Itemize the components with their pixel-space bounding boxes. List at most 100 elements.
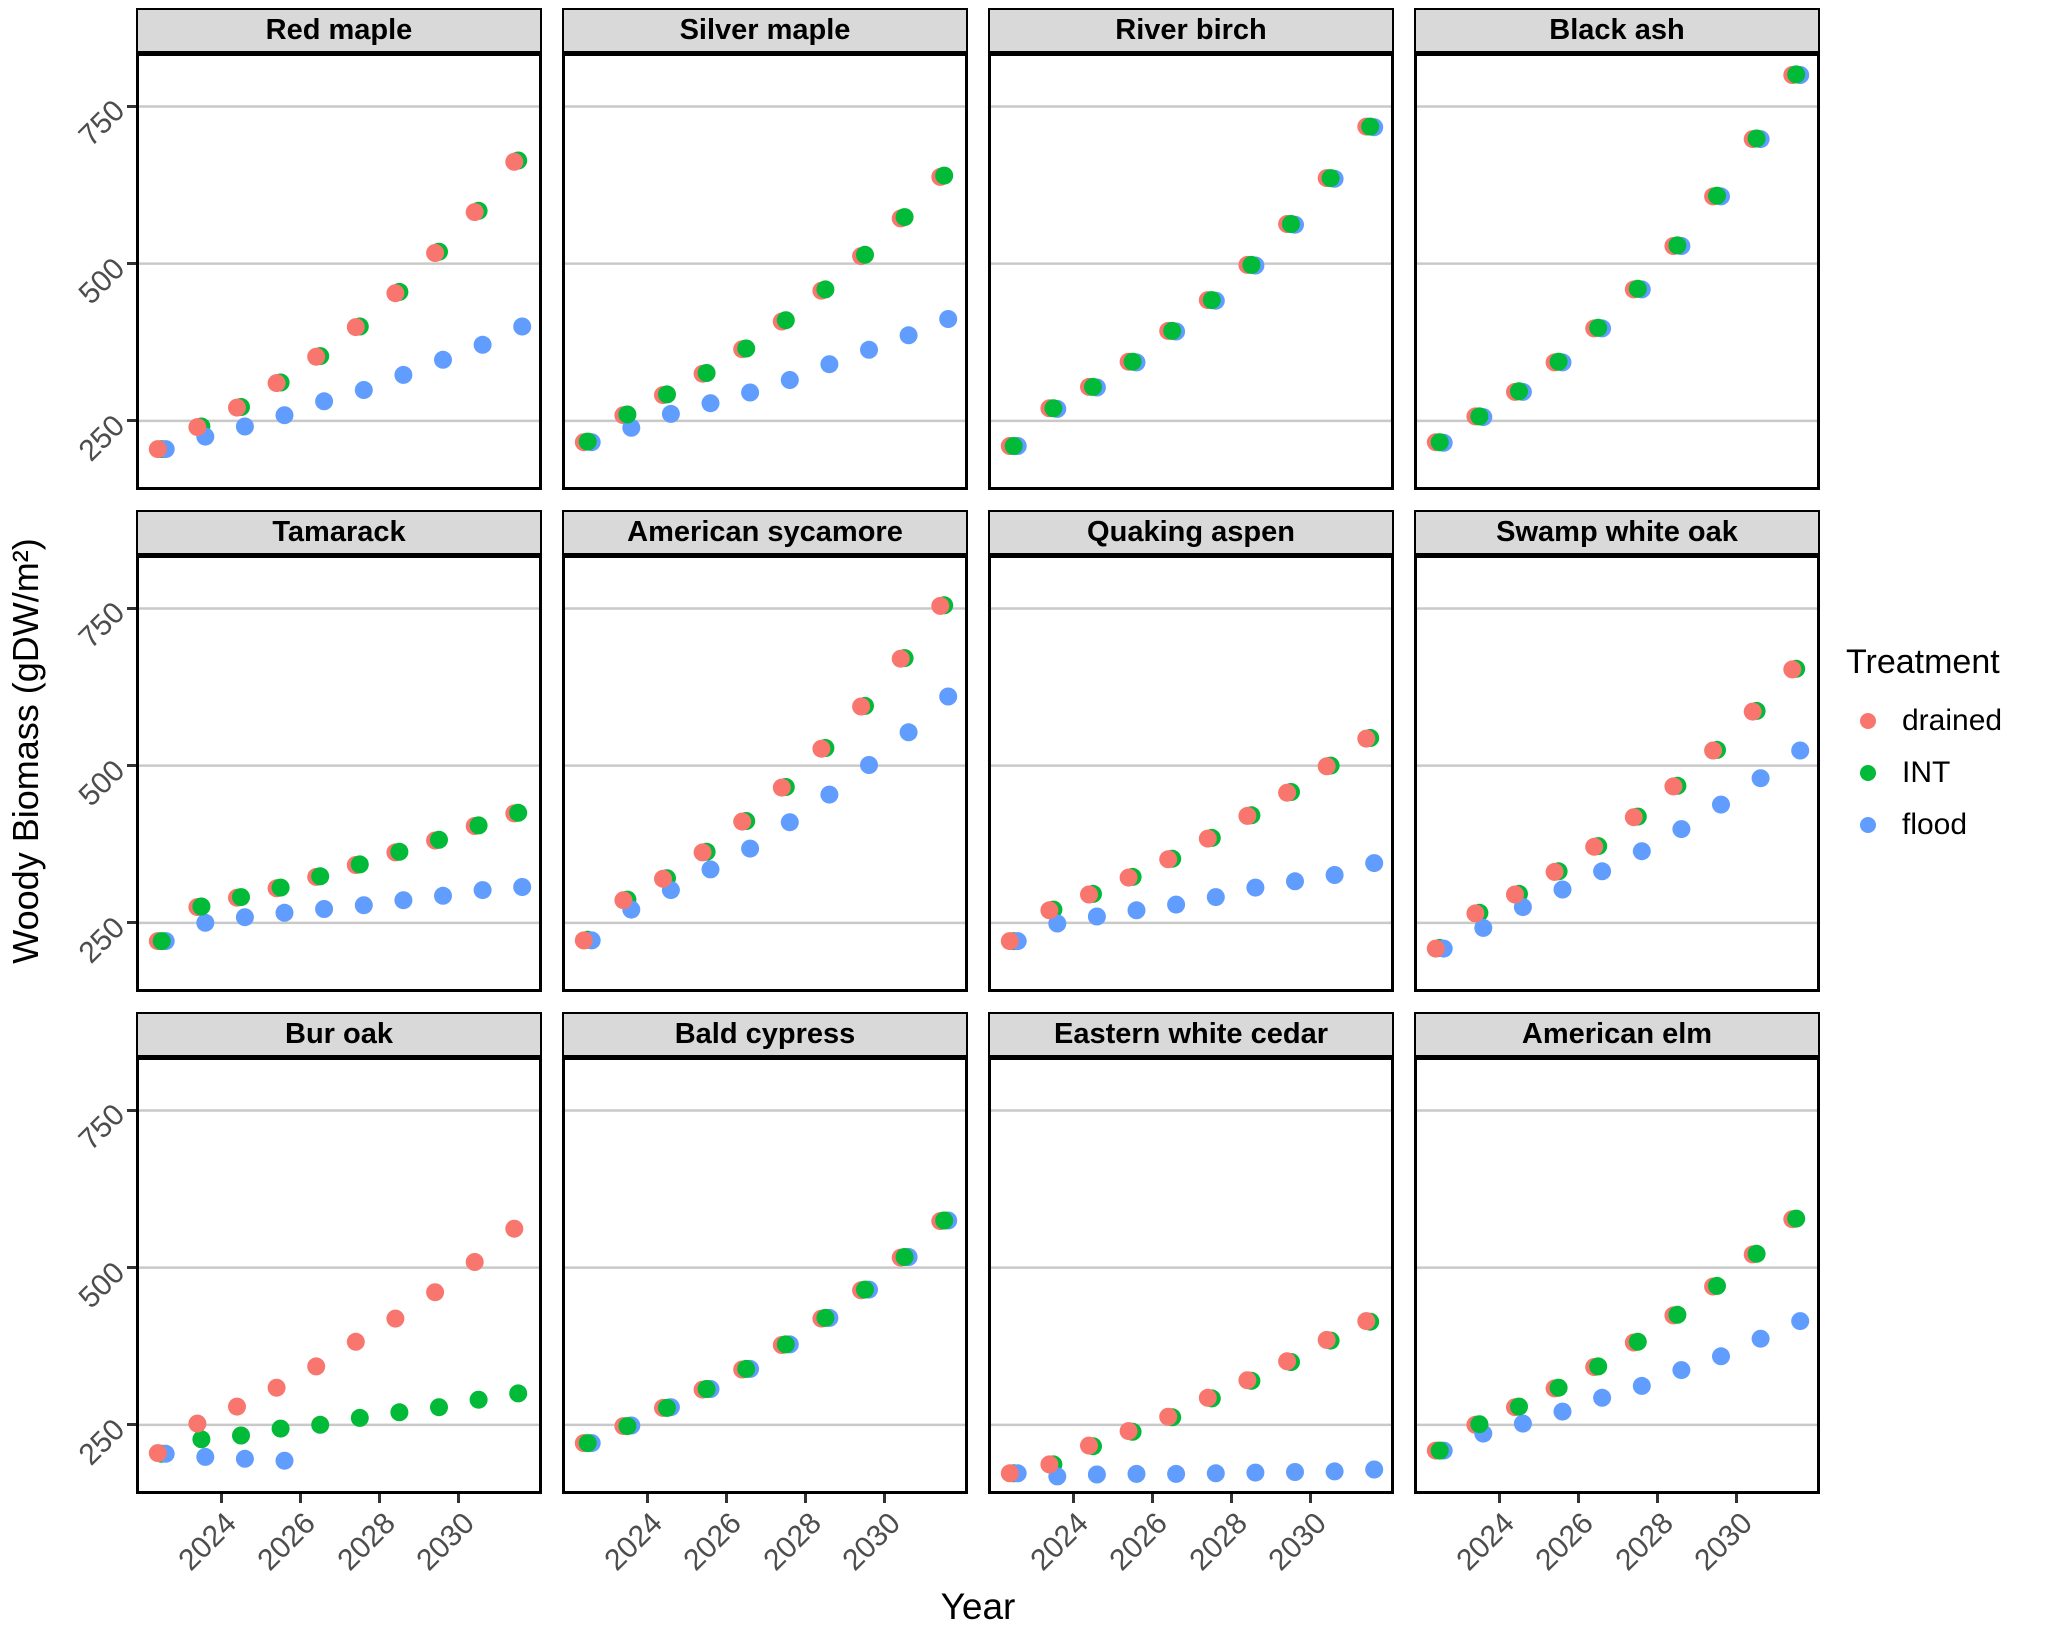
data-point [1787, 1209, 1806, 1228]
data-point [1791, 741, 1810, 760]
facet-strip: Swamp white oak [1414, 510, 1820, 555]
facet-plot [988, 1057, 1394, 1494]
data-point [275, 406, 294, 425]
facet-title: Red maple [265, 14, 413, 46]
data-point [1704, 741, 1723, 760]
data-point [469, 816, 488, 835]
drained-point-icon [1860, 712, 1876, 729]
y-axis-tick [127, 921, 136, 925]
data-point [701, 394, 720, 413]
int-point-icon [1860, 764, 1876, 781]
facet-plot [1414, 555, 1820, 992]
data-point [856, 1280, 874, 1299]
x-axis-tick [1656, 1494, 1660, 1503]
data-point [271, 878, 290, 897]
data-point [1080, 885, 1098, 904]
data-point [1585, 837, 1604, 856]
data-point [1044, 399, 1063, 418]
data-point [1632, 842, 1651, 861]
facet-american-sycamore: American sycamore [562, 510, 968, 992]
data-point [1672, 820, 1691, 839]
data-point [354, 381, 373, 399]
data-point [1087, 1465, 1106, 1484]
data-point [350, 1408, 369, 1427]
data-point [1087, 907, 1106, 926]
x-tick-label: 2028 [1608, 1506, 1680, 1578]
data-point [1747, 1244, 1766, 1263]
data-point [1510, 382, 1528, 401]
data-point [737, 1359, 756, 1378]
data-point [741, 383, 760, 402]
panel-border [136, 555, 542, 992]
data-point [1474, 918, 1493, 937]
facet-plot [988, 555, 1394, 992]
data-point [1628, 1332, 1647, 1351]
facet-title: Quaking aspen [1087, 516, 1295, 548]
y-tick-label: 750 [72, 1098, 132, 1158]
series-flood [1434, 1312, 1810, 1460]
facet-strip: Quaking aspen [988, 510, 1394, 555]
series-drained [1426, 660, 1802, 958]
data-point [307, 347, 326, 366]
data-point [1510, 1397, 1528, 1416]
facet-plot [136, 53, 542, 490]
data-point [473, 335, 492, 354]
data-point [148, 1444, 167, 1463]
data-point [1751, 769, 1770, 788]
data-point [228, 1397, 246, 1416]
data-point [860, 340, 878, 359]
x-tick-label: 2026 [677, 1506, 749, 1578]
panel-border [988, 53, 1394, 490]
data-point [390, 1403, 409, 1422]
data-point [931, 596, 950, 615]
data-point [513, 317, 532, 336]
data-point [311, 1415, 330, 1434]
legend-item-flood: flood [1846, 808, 2050, 842]
x-axis-tick [1071, 1494, 1075, 1503]
y-tick-label: 750 [72, 596, 132, 656]
facet-plot [562, 555, 968, 992]
data-point [465, 1253, 484, 1271]
data-point [895, 208, 914, 227]
x-tick-label: 2024 [172, 1506, 244, 1578]
data-point [196, 1447, 215, 1466]
y-axis-title-column: Woody Biomass (gDW/m²) [0, 8, 52, 1494]
data-point [820, 785, 839, 804]
data-point [473, 881, 492, 900]
data-point [820, 355, 839, 374]
data-point [1506, 885, 1524, 904]
series-flood [582, 1211, 958, 1453]
facet-eastern-white-cedar: Eastern white cedar 2024 2026 2028 2030 [988, 1012, 1394, 1577]
series-INT [578, 166, 954, 451]
x-tick-label: 2024 [598, 1506, 670, 1578]
x-tick-label: 2030 [1688, 1506, 1759, 1578]
data-point [1430, 1441, 1449, 1460]
data-point [741, 839, 760, 858]
data-point [430, 830, 448, 849]
data-point [1783, 660, 1802, 679]
data-point [232, 1426, 250, 1445]
data-point [618, 405, 637, 424]
data-point [1119, 868, 1138, 887]
data-point [152, 932, 171, 951]
data-point [1357, 729, 1376, 748]
x-axis-tick [219, 1494, 223, 1503]
data-point [1365, 854, 1384, 873]
panel-border [1414, 1057, 1820, 1494]
facet-strip: American sycamore [562, 510, 968, 555]
data-point [1751, 1329, 1770, 1348]
data-point [1163, 321, 1182, 340]
data-point [578, 1434, 597, 1453]
x-tick-label: 2030 [410, 1506, 481, 1578]
data-point [1246, 1463, 1265, 1482]
data-point [578, 432, 597, 451]
data-point [188, 1414, 207, 1433]
data-point [1743, 702, 1762, 721]
series-drained [574, 1212, 950, 1453]
data-point [895, 1248, 914, 1266]
data-point [1167, 1464, 1186, 1483]
data-point [509, 1384, 528, 1403]
series-INT [1430, 1209, 1806, 1460]
data-point [1708, 1276, 1726, 1295]
